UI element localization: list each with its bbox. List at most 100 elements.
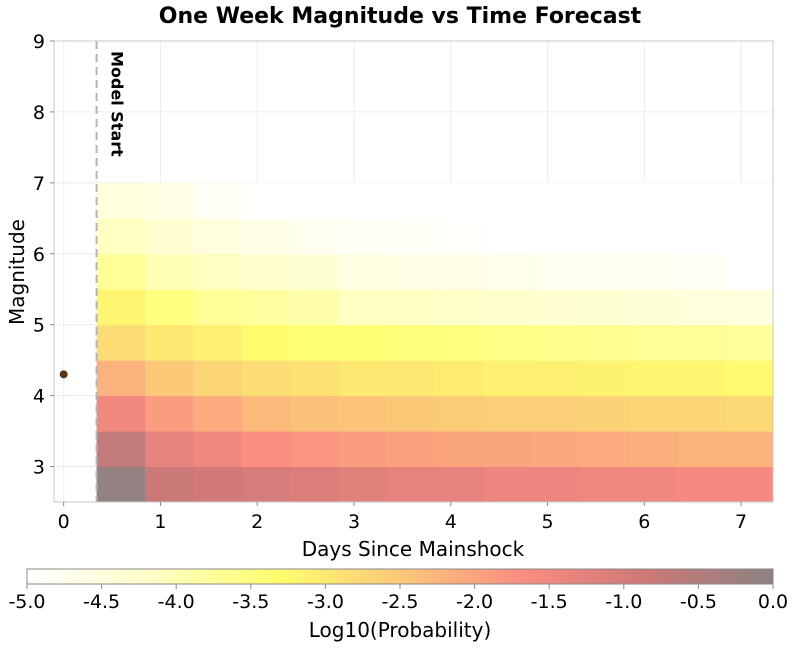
heatmap-cell <box>193 324 243 361</box>
heatmap-cell <box>386 395 436 432</box>
heatmap-cell <box>435 324 485 361</box>
colorbar-tick-label: 0.0 <box>758 591 788 613</box>
heatmap-cell <box>193 360 243 397</box>
heatmap-cell <box>483 395 533 432</box>
x-tick-label: 2 <box>251 511 263 533</box>
heatmap-cell <box>193 253 243 290</box>
heatmap-cell <box>580 324 630 361</box>
heatmap-cell <box>241 182 291 219</box>
heatmap-cell <box>628 431 678 468</box>
heatmap-cell <box>144 324 194 361</box>
heatmap-cell <box>290 360 340 397</box>
heatmap-cell <box>580 253 630 290</box>
heatmap-cell <box>290 466 340 503</box>
heatmap-cell <box>386 466 436 503</box>
colorbar-tick-label: -3.5 <box>232 591 269 613</box>
heatmap-cells <box>96 182 774 503</box>
heatmap-cell <box>241 431 291 468</box>
heatmap-cell <box>144 182 194 219</box>
y-tick-label: 5 <box>33 315 45 337</box>
heatmap-cell <box>193 431 243 468</box>
heatmap-cell <box>483 466 533 503</box>
heatmap-cell <box>677 466 727 503</box>
heatmap-cell <box>483 431 533 468</box>
heatmap-cell <box>435 182 485 219</box>
plot-area: Model Start <box>53 40 774 503</box>
heatmap-cell <box>725 466 774 503</box>
colorbar <box>26 568 774 585</box>
model-start-label: Model Start <box>108 51 127 157</box>
y-tick-label: 3 <box>33 457 45 479</box>
heatmap-cell <box>725 395 774 432</box>
heatmap-cell <box>96 431 146 468</box>
y-tick-label: 4 <box>33 386 45 408</box>
heatmap-cell <box>677 218 727 255</box>
colorbar-tick-label: -3.0 <box>307 591 344 613</box>
heatmap-cell <box>338 466 388 503</box>
x-axis-label: Days Since Mainshock <box>302 537 525 561</box>
heatmap-cell <box>96 289 146 326</box>
heatmap-cell <box>338 360 388 397</box>
heatmap-cell <box>532 395 581 432</box>
heatmap-cell <box>96 182 146 219</box>
heatmap-cell <box>144 466 194 503</box>
heatmap-cell <box>338 182 388 219</box>
heatmap-cell <box>435 466 485 503</box>
colorbar-tick-label: -2.0 <box>456 591 493 613</box>
heatmap-cell <box>725 289 774 326</box>
heatmap-cell <box>386 324 436 361</box>
heatmap-cell <box>241 218 291 255</box>
heatmap-cell <box>96 324 146 361</box>
heatmap-cell <box>241 395 291 432</box>
heatmap-cell <box>677 360 727 397</box>
heatmap-cell <box>580 395 630 432</box>
heatmap-cell <box>483 324 533 361</box>
heatmap-cell <box>677 182 727 219</box>
x-tick-label: 0 <box>58 511 70 533</box>
heatmap-cell <box>290 324 340 361</box>
heatmap-cell <box>144 289 194 326</box>
heatmap-cell <box>483 289 533 326</box>
heatmap-cell <box>193 218 243 255</box>
heatmap-cell <box>532 253 581 290</box>
heatmap-cell <box>96 218 146 255</box>
colorbar-tick-label: -4.0 <box>158 591 195 613</box>
x-axis-ticks: 0 1 2 3 4 5 6 7 <box>58 502 747 533</box>
heatmap-cell <box>144 253 194 290</box>
heatmap-cell <box>725 324 774 361</box>
colorbar-label: Log10(Probability) <box>309 618 492 642</box>
heatmap-cell <box>580 431 630 468</box>
heatmap-cell <box>241 253 291 290</box>
y-axis-label: Magnitude <box>5 219 29 325</box>
heatmap-cell <box>144 218 194 255</box>
heatmap-cell <box>580 182 630 219</box>
heatmap-cell <box>338 395 388 432</box>
heatmap-cell <box>483 360 533 397</box>
heatmap-cell <box>435 395 485 432</box>
heatmap-cell <box>725 360 774 397</box>
heatmap-cell <box>532 360 581 397</box>
heatmap-cell <box>628 466 678 503</box>
heatmap-cell <box>290 395 340 432</box>
plot-frame <box>53 40 774 503</box>
heatmap-cell <box>435 360 485 397</box>
heatmap-cell <box>435 218 485 255</box>
heatmap-cell <box>193 289 243 326</box>
heatmap-cell <box>386 431 436 468</box>
heatmap-cell <box>628 218 678 255</box>
heatmap-cell <box>532 324 581 361</box>
heatmap-cell <box>532 466 581 503</box>
x-tick-label: 1 <box>154 511 166 533</box>
heatmap-cell <box>532 218 581 255</box>
y-axis-ticks: 3 4 5 6 7 8 9 <box>33 31 54 479</box>
heatmap-cell <box>628 182 678 219</box>
heatmap-cell <box>580 466 630 503</box>
heatmap-cell <box>96 466 146 503</box>
heatmap-cell <box>386 218 436 255</box>
x-tick-label: 4 <box>445 511 457 533</box>
heatmap-cell <box>96 253 146 290</box>
heatmap-cell <box>338 324 388 361</box>
heatmap-cell <box>193 182 243 219</box>
y-tick-label: 7 <box>33 173 45 195</box>
